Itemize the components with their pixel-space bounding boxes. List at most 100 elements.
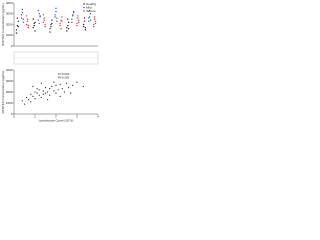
- data-point: [82, 25, 85, 28]
- data-point: [32, 18, 34, 20]
- data-point: [76, 81, 78, 83]
- data-point: [66, 30, 68, 32]
- data-point: [44, 87, 47, 89]
- data-point: [40, 96, 42, 99]
- data-point: [44, 25, 46, 28]
- data-point: [88, 20, 90, 22]
- data-point: [26, 96, 28, 99]
- data-point: [94, 22, 97, 25]
- legend-marker: [83, 6, 85, 9]
- data-point: [15, 29, 18, 31]
- data-point: [50, 25, 52, 28]
- data-point: [67, 21, 70, 24]
- data-point: [21, 8, 24, 11]
- data-point: [42, 21, 45, 24]
- data-point: [57, 89, 59, 91]
- y-tick-label: 0: [11, 44, 13, 48]
- y-tick-label: 2000: [6, 90, 13, 94]
- data-point: [82, 23, 85, 26]
- data-point: [16, 24, 19, 27]
- data-point: [61, 20, 63, 22]
- data-point: [51, 85, 53, 88]
- data-point: [25, 15, 28, 17]
- data-point: [59, 22, 61, 25]
- data-point: [49, 94, 51, 96]
- x-tick-label: 3: [76, 114, 78, 118]
- data-point: [21, 100, 23, 102]
- y-axis-label: RANTES Concentration (pg/mL): [1, 3, 5, 46]
- data-point: [53, 81, 55, 83]
- data-point: [26, 20, 29, 22]
- data-point: [76, 22, 78, 25]
- data-point: [25, 23, 28, 26]
- data-point: [78, 21, 80, 24]
- data-point: [59, 95, 61, 97]
- data-point: [78, 19, 80, 21]
- data-point: [88, 16, 91, 18]
- data-point: [30, 93, 32, 95]
- data-point: [47, 99, 49, 101]
- data-point: [71, 18, 73, 20]
- data-point: [23, 103, 26, 105]
- data-point: [93, 23, 95, 26]
- data-point: [55, 10, 57, 13]
- data-point: [72, 14, 74, 16]
- data-point: [44, 23, 46, 26]
- data-point: [63, 91, 65, 93]
- legend-label: Healthy: [86, 2, 97, 6]
- data-point: [59, 24, 61, 27]
- data-point: [32, 85, 34, 88]
- y-tick-label: 1000: [6, 101, 13, 105]
- data-point: [89, 13, 92, 15]
- data-point: [39, 16, 41, 18]
- x-tick-label: 2: [55, 114, 57, 118]
- data-point: [33, 22, 35, 25]
- data-point: [50, 23, 52, 26]
- annotation: R=0.281: [58, 75, 70, 79]
- data-point: [83, 17, 86, 19]
- data-point: [15, 32, 18, 34]
- data-point: [83, 20, 86, 22]
- data-point: [37, 9, 39, 12]
- data-point: [55, 84, 57, 86]
- data-point: [55, 7, 57, 10]
- data-point: [77, 17, 79, 19]
- y-tick-label: 2000: [6, 22, 13, 26]
- data-point: [60, 28, 62, 30]
- data-point: [33, 24, 35, 27]
- data-point: [77, 15, 79, 17]
- data-point: [82, 85, 84, 88]
- data-point: [38, 22, 40, 25]
- y-tick-label: 3000: [6, 12, 13, 16]
- data-point: [56, 17, 58, 19]
- data-point: [73, 10, 75, 13]
- data-point: [27, 27, 30, 29]
- data-point: [32, 27, 34, 29]
- data-point: [49, 28, 51, 30]
- data-point: [34, 91, 36, 93]
- data-point: [76, 24, 78, 27]
- data-point: [36, 92, 38, 94]
- data-point: [68, 87, 70, 89]
- legend-label: Severe: [86, 9, 96, 13]
- data-point: [67, 28, 70, 30]
- data-point: [66, 27, 68, 29]
- data-point: [38, 89, 40, 91]
- data-point: [89, 19, 92, 21]
- legend-marker: [83, 10, 85, 12]
- data-point: [34, 30, 36, 32]
- y-tick-label: 1000: [6, 33, 13, 37]
- annotation: P=0.004: [58, 72, 70, 76]
- data-point: [60, 19, 62, 21]
- data-point: [28, 99, 30, 101]
- data-point: [61, 16, 63, 18]
- x-tick-label: 1: [34, 114, 36, 118]
- data-point: [49, 88, 51, 90]
- data-point: [17, 20, 19, 22]
- data-point: [55, 92, 57, 94]
- data-point: [42, 93, 45, 95]
- data-point: [32, 95, 34, 97]
- x-tick-label: 0: [13, 114, 15, 118]
- data-point: [22, 21, 24, 24]
